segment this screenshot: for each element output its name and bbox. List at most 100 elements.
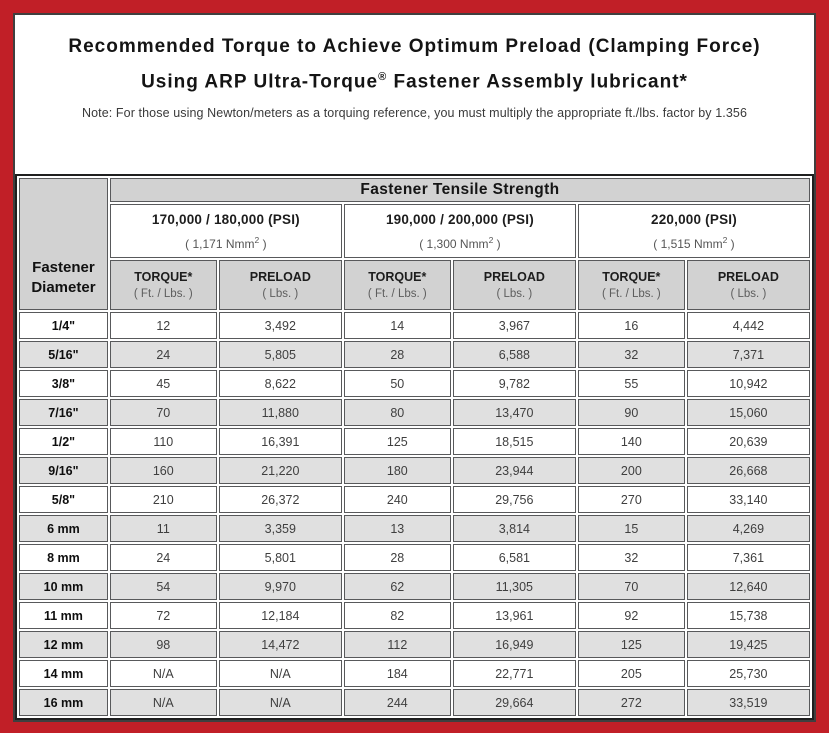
torque-cell: 82 <box>343 602 451 629</box>
page-title-line1: Recommended Torque to Achieve Optimum Pr… <box>68 36 761 57</box>
preload-cell: 5,805 <box>218 341 342 368</box>
preload-column-header-3: PRELOAD ( Lbs. ) <box>686 260 810 310</box>
torque-cell: 13 <box>343 515 451 542</box>
registered-mark: ® <box>378 71 388 83</box>
table-row: 5/8" 210 26,372 240 29,756 270 33,140 <box>19 486 810 513</box>
preload-cell: 21,220 <box>218 457 342 484</box>
torque-cell: 28 <box>343 341 451 368</box>
table-row: 1/4" 12 3,492 14 3,967 16 4,442 <box>19 312 810 339</box>
table-row: 9/16" 160 21,220 180 23,944 200 26,668 <box>19 457 810 484</box>
table-row: 16 mm N/A N/A 244 29,664 272 33,519 <box>19 689 810 716</box>
torque-cell: 15 <box>577 515 685 542</box>
torque-cell: 62 <box>343 573 451 600</box>
torque-cell: 70 <box>109 399 217 426</box>
preload-cell: 29,756 <box>452 486 576 513</box>
row-label: 3/8" <box>19 370 108 397</box>
note-text: Note: For those using Newton/meters as a… <box>81 106 747 121</box>
preload-cell: 12,640 <box>686 573 810 600</box>
torque-cell: 28 <box>343 544 451 571</box>
preload-cell: 26,372 <box>218 486 342 513</box>
torque-cell: 205 <box>577 660 685 687</box>
row-label: 5/8" <box>19 486 108 513</box>
torque-cell: 80 <box>343 399 451 426</box>
preload-cell: 14,472 <box>218 631 342 658</box>
preload-cell: 20,639 <box>686 428 810 455</box>
preload-cell: N/A <box>218 660 342 687</box>
table-row: 3/8" 45 8,622 50 9,782 55 10,942 <box>19 370 810 397</box>
row-label: 12 mm <box>19 631 108 658</box>
preload-cell: 4,269 <box>686 515 810 542</box>
table-row: 5/16" 24 5,805 28 6,588 32 7,371 <box>19 341 810 368</box>
psi-label-1: 170,000 / 180,000 (PSI) <box>151 211 300 227</box>
preload-cell: 13,961 <box>452 602 576 629</box>
preload-cell: 3,814 <box>452 515 576 542</box>
torque-cell: 200 <box>577 457 685 484</box>
preload-cell: 29,664 <box>452 689 576 716</box>
preload-cell: 15,738 <box>686 602 810 629</box>
table-row: 14 mm N/A N/A 184 22,771 205 25,730 <box>19 660 810 687</box>
preload-cell: 11,305 <box>452 573 576 600</box>
title-line2-suffix: Fastener Assembly lubricant* <box>387 71 688 93</box>
torque-cell: 180 <box>343 457 451 484</box>
torque-cell: 184 <box>343 660 451 687</box>
row-label: 8 mm <box>19 544 108 571</box>
table-row: 10 mm 54 9,970 62 11,305 70 12,640 <box>19 573 810 600</box>
preload-cell: 13,470 <box>452 399 576 426</box>
torque-cell: 125 <box>343 428 451 455</box>
torque-cell: 98 <box>109 631 217 658</box>
torque-cell: 70 <box>577 573 685 600</box>
preload-cell: 6,581 <box>452 544 576 571</box>
preload-cell: 25,730 <box>686 660 810 687</box>
table-row: 11 mm 72 12,184 82 13,961 92 15,738 <box>19 602 810 629</box>
nmm-label-3: ( 1,515 Nmm2 ) <box>653 234 735 251</box>
preload-cell: 5,801 <box>218 544 342 571</box>
preload-column-header-2: PRELOAD ( Lbs. ) <box>452 260 576 310</box>
preload-column-header-1: PRELOAD ( Lbs. ) <box>218 260 342 310</box>
torque-cell: 50 <box>343 370 451 397</box>
psi-group-header-3: 220,000 (PSI) ( 1,515 Nmm2 ) <box>577 204 810 258</box>
torque-cell: 110 <box>109 428 217 455</box>
nmm-label-1: ( 1,171 Nmm2 ) <box>185 234 267 251</box>
table-row: 6 mm 11 3,359 13 3,814 15 4,269 <box>19 515 810 542</box>
preload-cell: 15,060 <box>686 399 810 426</box>
fastener-diameter-line1: Fastener <box>32 259 95 276</box>
row-label: 1/4" <box>19 312 108 339</box>
torque-cell: 160 <box>109 457 217 484</box>
row-label: 5/16" <box>19 341 108 368</box>
tensile-strength-header: Fastener Tensile Strength <box>109 178 810 202</box>
torque-cell: N/A <box>109 689 217 716</box>
fastener-diameter-line2: Diameter <box>31 278 96 296</box>
torque-cell: N/A <box>109 660 217 687</box>
torque-cell: 45 <box>109 370 217 397</box>
column-header-row: TORQUE* ( Ft. / Lbs. ) PRELOAD ( Lbs. ) … <box>19 260 810 310</box>
fastener-diameter-header: Fastener Diameter <box>19 178 108 310</box>
torque-cell: 244 <box>343 689 451 716</box>
preload-cell: 26,668 <box>686 457 810 484</box>
psi-label-2: 190,000 / 200,000 (PSI) <box>385 211 534 227</box>
preload-cell: 10,942 <box>686 370 810 397</box>
torque-cell: 32 <box>577 341 685 368</box>
preload-cell: 22,771 <box>452 660 576 687</box>
row-label: 7/16" <box>19 399 108 426</box>
torque-cell: 140 <box>577 428 685 455</box>
torque-column-header-3: TORQUE* ( Ft. / Lbs. ) <box>577 260 685 310</box>
preload-cell: 9,970 <box>218 573 342 600</box>
torque-cell: 240 <box>343 486 451 513</box>
psi-label-3: 220,000 (PSI) <box>651 211 737 227</box>
title-line2-prefix: Using ARP Ultra-Torque <box>141 71 379 93</box>
row-label: 16 mm <box>19 689 108 716</box>
preload-cell: 3,359 <box>218 515 342 542</box>
preload-cell: 7,371 <box>686 341 810 368</box>
torque-cell: 16 <box>577 312 685 339</box>
row-label: 9/16" <box>19 457 108 484</box>
row-label: 14 mm <box>19 660 108 687</box>
row-label: 6 mm <box>19 515 108 542</box>
table-row: 7/16" 70 11,880 80 13,470 90 15,060 <box>19 399 810 426</box>
page-title-line2: Using ARP Ultra-Torque® Fastener Assembl… <box>15 62 814 97</box>
preload-cell: 11,880 <box>218 399 342 426</box>
preload-cell: 16,949 <box>452 631 576 658</box>
row-label: 11 mm <box>19 602 108 629</box>
tensile-header-row: Fastener Diameter Fastener Tensile Stren… <box>19 178 810 310</box>
torque-cell: 32 <box>577 544 685 571</box>
